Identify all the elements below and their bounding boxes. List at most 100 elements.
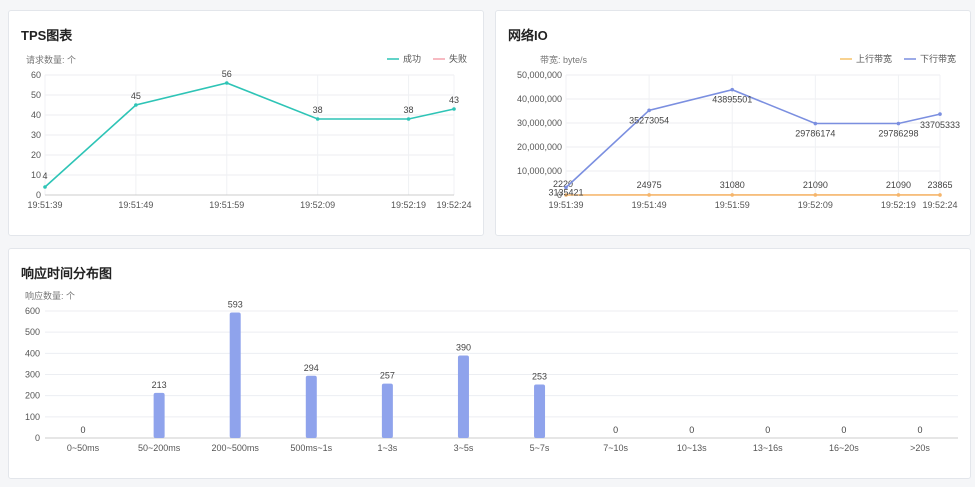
y-tick-label: 20,000,000 bbox=[517, 142, 562, 152]
bar-value-label: 593 bbox=[228, 299, 243, 309]
x-tick-label: 13~16s bbox=[753, 443, 783, 453]
x-tick-label: 19:51:59 bbox=[209, 200, 244, 210]
data-point bbox=[452, 107, 456, 111]
data-label: 43 bbox=[449, 95, 459, 105]
x-tick-label: 7~10s bbox=[603, 443, 628, 453]
bar-value-label: 257 bbox=[380, 371, 395, 381]
bar-value-label: 213 bbox=[152, 380, 167, 390]
data-label: 38 bbox=[313, 105, 323, 115]
data-point bbox=[134, 103, 138, 107]
legend-label: 下行带宽 bbox=[920, 53, 956, 64]
data-label: 43895501 bbox=[712, 95, 752, 105]
y-tick-label: 400 bbox=[25, 348, 40, 358]
x-tick-label: 19:52:24 bbox=[922, 200, 957, 210]
data-point bbox=[730, 193, 735, 197]
tps-chart: 请求数量: 个 失败 成功 0 10 20 30 40 50 60 19:51:39 19:51:49… bbox=[26, 53, 472, 210]
x-tick-label: 10~13s bbox=[677, 443, 707, 453]
y-tick-label: 40,000,000 bbox=[517, 94, 562, 104]
bar-value-label: 0 bbox=[689, 425, 694, 435]
resp-chart: 响应数量: 个 0 100 200 300 400 500 600 0 0~50ms 213 50~2… bbox=[25, 290, 958, 453]
data-label: 23865 bbox=[927, 180, 952, 190]
legend-label: 失败 bbox=[449, 53, 467, 64]
y-tick-label: 50,000,000 bbox=[517, 70, 562, 80]
bar-value-label: 294 bbox=[304, 363, 319, 373]
x-tick-label: 5~7s bbox=[530, 443, 550, 453]
data-point bbox=[315, 117, 320, 121]
legend-label: 上行带宽 bbox=[856, 53, 892, 64]
resp-card: 响应时间分布图 响应数量: 个 0 100 200 300 400 500 600 0 0~50m… bbox=[8, 248, 971, 479]
data-label: 21090 bbox=[886, 180, 911, 190]
y-tick-label: 20 bbox=[31, 150, 41, 160]
netio-chart: 带宽: byte/s 下行带宽 上行带宽 0 10,000,000 20,000,000 3… bbox=[517, 53, 960, 210]
tps-card: TPS图表 请求数量: 个 失败 成功 0 10 20 30 40 50 60 19:51:39 19… bbox=[8, 10, 484, 236]
bar bbox=[305, 375, 317, 438]
bar bbox=[534, 384, 546, 438]
data-point bbox=[647, 193, 651, 197]
bar-value-label: 0 bbox=[841, 425, 846, 435]
data-label: 31080 bbox=[720, 180, 745, 190]
data-point bbox=[730, 87, 735, 92]
data-label: 29786298 bbox=[878, 129, 918, 139]
data-label: 38 bbox=[404, 105, 414, 115]
y-tick-label: 100 bbox=[25, 412, 40, 422]
data-label: 29786174 bbox=[795, 129, 835, 139]
x-tick-label: 200~500ms bbox=[212, 443, 260, 453]
bar-value-label: 390 bbox=[456, 342, 471, 352]
data-point bbox=[813, 193, 818, 197]
tps-title: TPS图表 bbox=[21, 28, 73, 43]
y-tick-label: 50 bbox=[31, 90, 41, 100]
y-tick-label: 0 bbox=[36, 190, 41, 200]
data-label: 3135421 bbox=[548, 187, 583, 197]
x-tick-label: 19:52:19 bbox=[391, 200, 426, 210]
y-tick-label: 300 bbox=[25, 370, 40, 380]
data-label: 56 bbox=[222, 69, 232, 79]
bar bbox=[153, 392, 165, 438]
data-label: 24975 bbox=[637, 180, 662, 190]
bar-value-label: 0 bbox=[917, 425, 922, 435]
x-tick-label: 19:51:39 bbox=[548, 200, 583, 210]
x-tick-label: 19:52:24 bbox=[436, 200, 471, 210]
y-tick-label: 30,000,000 bbox=[517, 118, 562, 128]
y-tick-label: 10,000,000 bbox=[517, 166, 562, 176]
y-tick-label: 40 bbox=[31, 110, 41, 120]
bar bbox=[457, 355, 469, 438]
y-axis-title: 响应数量: 个 bbox=[25, 290, 75, 301]
series-line bbox=[44, 82, 455, 188]
y-tick-label: 30 bbox=[31, 130, 41, 140]
data-point bbox=[647, 108, 651, 113]
bar bbox=[381, 383, 393, 438]
y-axis-title: 请求数量: 个 bbox=[26, 54, 76, 65]
data-point bbox=[938, 112, 942, 116]
data-label: 35273054 bbox=[629, 115, 669, 125]
data-point bbox=[938, 193, 942, 197]
bar bbox=[229, 312, 241, 438]
data-point bbox=[406, 117, 411, 121]
x-tick-label: 3~5s bbox=[454, 443, 474, 453]
data-label: 45 bbox=[131, 91, 141, 101]
x-tick-label: 19:51:49 bbox=[118, 200, 153, 210]
x-tick-label: >20s bbox=[910, 443, 930, 453]
y-tick-label: 60 bbox=[31, 70, 41, 80]
resp-title: 响应时间分布图 bbox=[21, 266, 113, 281]
data-point bbox=[224, 81, 229, 85]
x-tick-label: 19:52:09 bbox=[798, 200, 833, 210]
data-label: 33705333 bbox=[920, 120, 960, 130]
netio-card: 网络IO 带宽: byte/s 下行带宽 上行带宽 0 10,000,000 20,000… bbox=[495, 10, 971, 236]
data-point bbox=[896, 121, 901, 126]
x-tick-label: 19:52:09 bbox=[300, 200, 335, 210]
x-tick-label: 50~200ms bbox=[138, 443, 181, 453]
bar-value-label: 0 bbox=[81, 425, 86, 435]
x-tick-label: 19:51:39 bbox=[27, 200, 62, 210]
x-tick-label: 19:51:59 bbox=[715, 200, 750, 210]
data-label: 4 bbox=[42, 171, 47, 181]
y-axis-title: 带宽: byte/s bbox=[540, 54, 588, 65]
y-tick-label: 600 bbox=[25, 306, 40, 316]
y-tick-label: 0 bbox=[557, 190, 562, 200]
data-point bbox=[813, 121, 818, 126]
data-point bbox=[564, 185, 568, 190]
legend-label: 成功 bbox=[403, 53, 421, 64]
x-tick-label: 1~3s bbox=[377, 443, 397, 453]
y-tick-label: 10 bbox=[31, 170, 41, 180]
series-line bbox=[565, 88, 941, 189]
netio-title: 网络IO bbox=[508, 28, 548, 43]
